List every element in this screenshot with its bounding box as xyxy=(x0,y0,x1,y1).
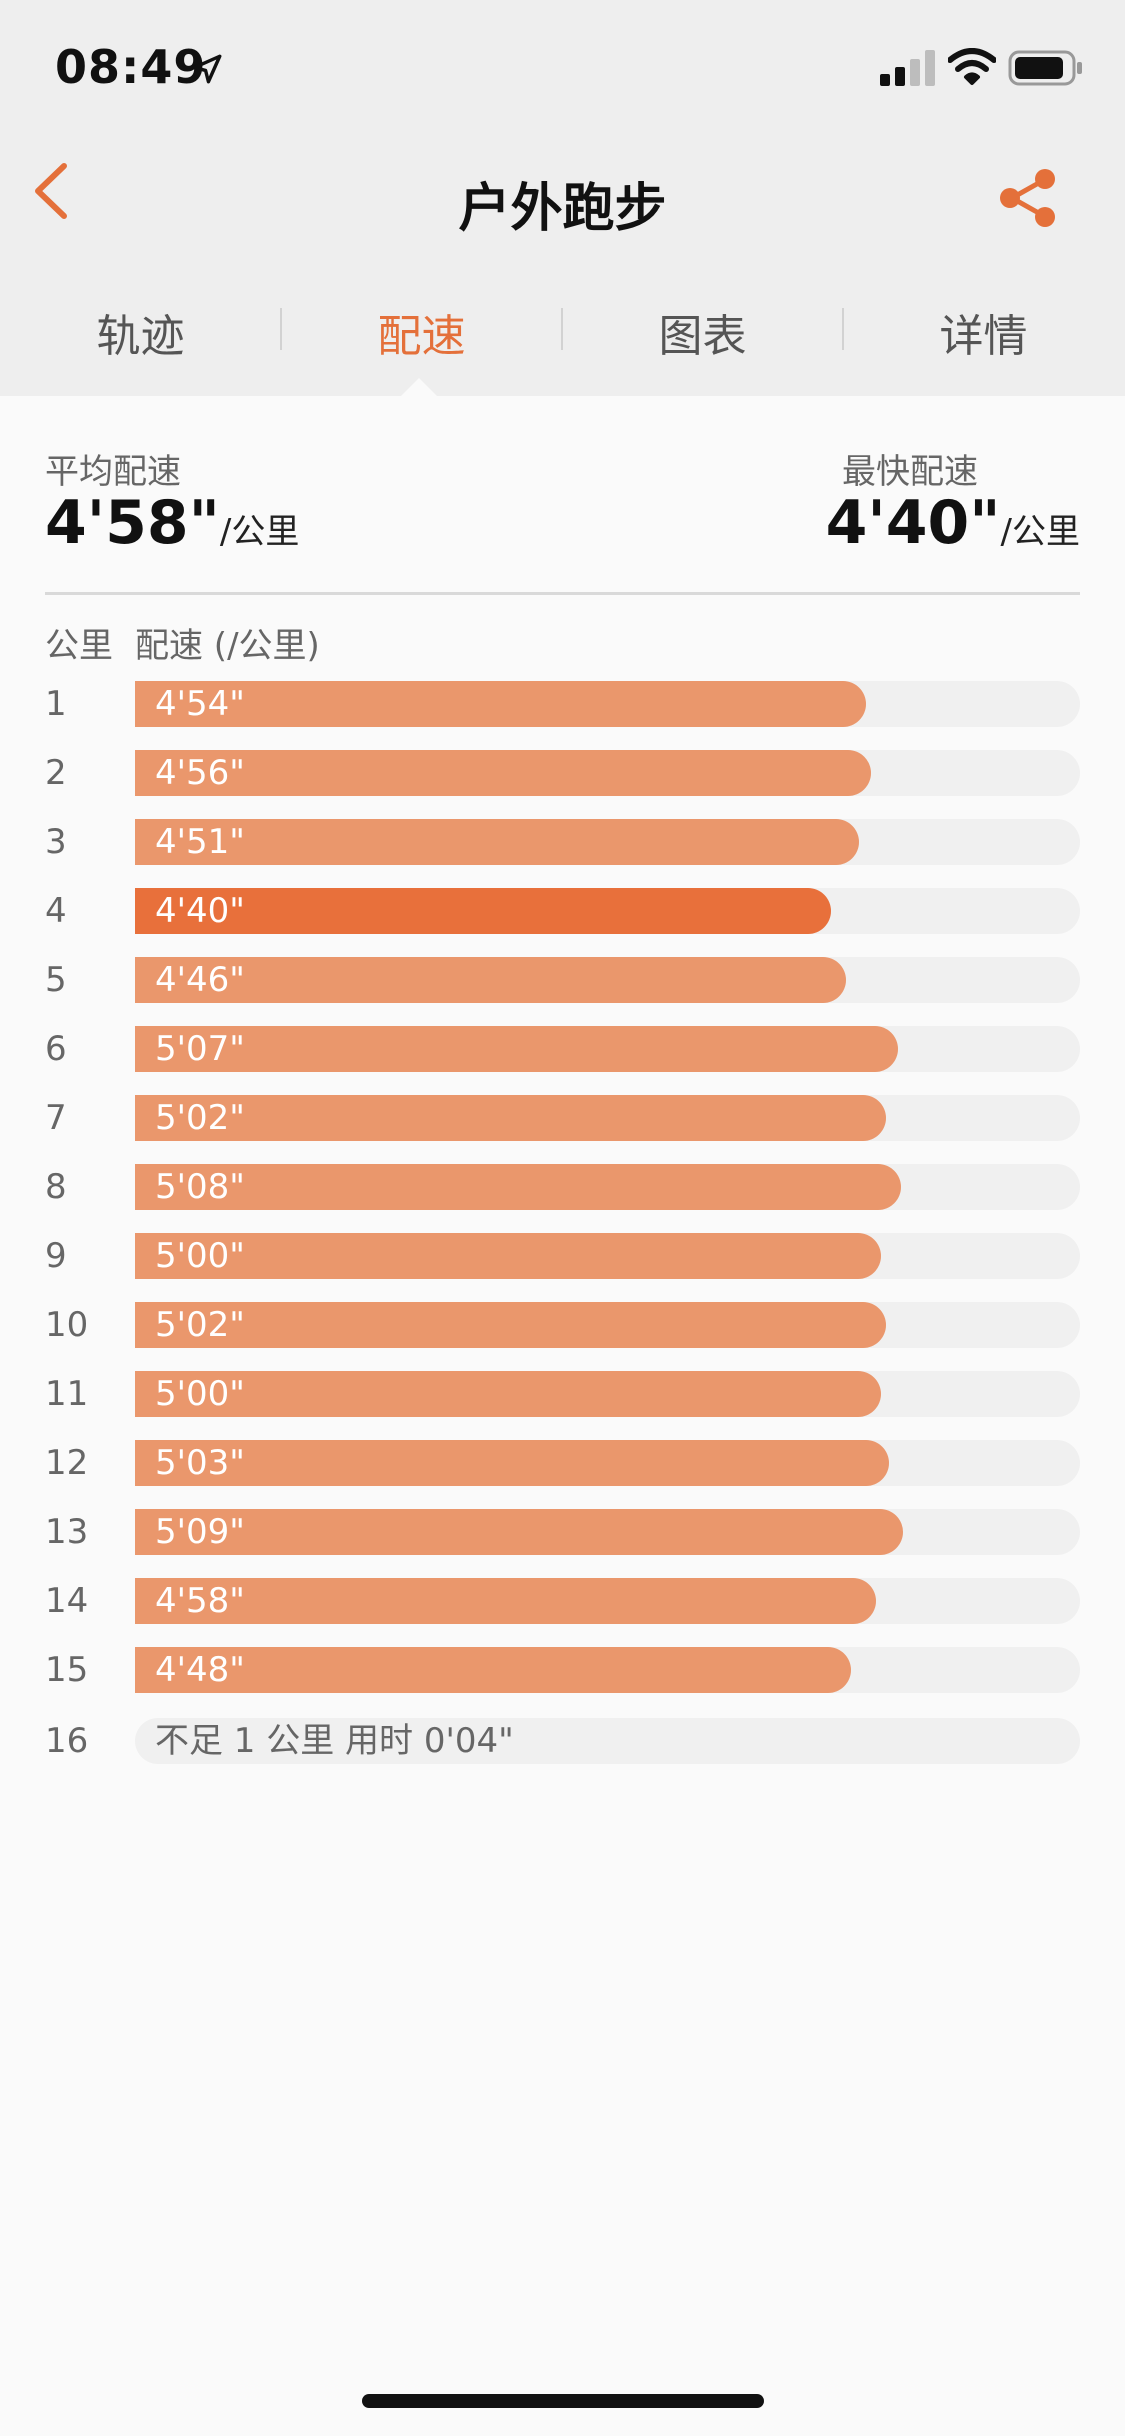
split-km: 15 xyxy=(45,1650,89,1690)
split-bar xyxy=(135,681,866,727)
split-pace: 5'03" xyxy=(155,1443,245,1483)
split-km: 1 xyxy=(45,684,67,724)
split-bar xyxy=(135,1164,901,1210)
page-title: 户外跑步 xyxy=(458,179,667,239)
split-pace: 4'56" xyxy=(155,753,245,793)
split-pace: 5'09" xyxy=(155,1512,245,1552)
split-row: 14 4'58" xyxy=(0,1578,1125,1624)
avg-pace-value: 4'58"/公里 xyxy=(45,488,299,558)
tab-chart[interactable]: 图表 xyxy=(658,311,747,362)
tab-pace[interactable]: 配速 xyxy=(377,311,466,362)
status-time: 08:49 xyxy=(55,40,207,94)
split-bar xyxy=(135,1440,889,1486)
wifi-icon xyxy=(948,48,996,85)
fastest-pace-label: 最快配速 xyxy=(842,452,978,492)
split-row: 13 5'09" xyxy=(0,1509,1125,1555)
split-pace: 5'08" xyxy=(155,1167,245,1207)
avg-pace-unit: /公里 xyxy=(219,512,300,552)
split-km: 10 xyxy=(45,1305,89,1345)
split-row: 2 4'56" xyxy=(0,750,1125,796)
battery-icon xyxy=(1008,50,1082,86)
split-km: 3 xyxy=(45,822,67,862)
cellular-signal-icon xyxy=(880,50,935,86)
split-pace: 5'07" xyxy=(155,1029,245,1069)
fastest-pace-unit: /公里 xyxy=(1000,512,1080,552)
share-icon[interactable] xyxy=(998,168,1058,228)
split-row: 11 5'00" xyxy=(0,1371,1125,1417)
avg-pace-number: 4'58" xyxy=(45,488,220,558)
column-header-pace: 配速 (/公里) xyxy=(135,626,320,666)
split-km: 6 xyxy=(45,1029,67,1069)
home-indicator xyxy=(362,2394,764,2408)
split-row: 5 4'46" xyxy=(0,957,1125,1003)
column-header-km: 公里 xyxy=(45,626,113,666)
split-pace: 4'46" xyxy=(155,960,245,1000)
split-row: 12 5'03" xyxy=(0,1440,1125,1486)
split-row: 6 5'07" xyxy=(0,1026,1125,1072)
split-pace: 4'40" xyxy=(155,891,245,931)
split-row: 8 5'08" xyxy=(0,1164,1125,1210)
split-row: 4 4'40" xyxy=(0,888,1125,934)
tab-track[interactable]: 轨迹 xyxy=(96,311,185,362)
split-bar xyxy=(135,1509,903,1555)
split-pace: 5'00" xyxy=(155,1374,245,1414)
fastest-pace-number: 4'40" xyxy=(825,488,1001,558)
split-km: 11 xyxy=(45,1374,89,1414)
split-track xyxy=(135,1718,1080,1764)
active-tab-indicator xyxy=(401,378,437,396)
split-km: 7 xyxy=(45,1098,67,1138)
tab-separator xyxy=(561,308,563,350)
partial-split-note: 不足 1 公里 用时 0'04" xyxy=(155,1721,514,1761)
split-km: 2 xyxy=(45,753,67,793)
fastest-pace-value: 4'40"/公里 xyxy=(826,488,1080,558)
split-row: 3 4'51" xyxy=(0,819,1125,865)
split-row: 9 5'00" xyxy=(0,1233,1125,1279)
split-bar xyxy=(135,1647,851,1693)
split-pace: 4'51" xyxy=(155,822,245,862)
split-bar xyxy=(135,1233,881,1279)
tab-details[interactable]: 详情 xyxy=(939,311,1028,362)
split-pace: 4'54" xyxy=(155,684,245,724)
location-arrow-icon xyxy=(192,54,222,84)
split-pace: 5'00" xyxy=(155,1236,245,1276)
split-row: 1 4'54" xyxy=(0,681,1125,727)
split-pace: 5'02" xyxy=(155,1305,245,1345)
split-km: 5 xyxy=(45,960,67,1000)
split-pace: 4'58" xyxy=(155,1581,245,1621)
chevron-left-icon[interactable] xyxy=(30,162,70,220)
split-bar xyxy=(135,1095,886,1141)
split-km: 14 xyxy=(45,1581,89,1621)
split-bar xyxy=(135,1371,881,1417)
split-bar xyxy=(135,1302,886,1348)
split-bar xyxy=(135,1026,898,1072)
tab-separator xyxy=(842,308,844,350)
split-bar xyxy=(135,957,846,1003)
summary-divider xyxy=(45,592,1080,595)
split-row: 10 5'02" xyxy=(0,1302,1125,1348)
split-km: 4 xyxy=(45,891,67,931)
split-km: 13 xyxy=(45,1512,89,1552)
split-pace: 5'02" xyxy=(155,1098,245,1138)
split-bar-fastest xyxy=(135,888,831,934)
split-km: 9 xyxy=(45,1236,67,1276)
split-bar xyxy=(135,1578,876,1624)
split-km: 16 xyxy=(45,1721,89,1761)
tab-separator xyxy=(280,308,282,350)
split-km: 8 xyxy=(45,1167,67,1207)
split-row: 15 4'48" xyxy=(0,1647,1125,1693)
split-km: 12 xyxy=(45,1443,89,1483)
avg-pace-label: 平均配速 xyxy=(45,452,181,492)
split-pace: 4'48" xyxy=(155,1650,245,1690)
split-bar xyxy=(135,819,859,865)
partial-split-row: 16 不足 1 公里 用时 0'04" xyxy=(0,1718,1125,1764)
split-bar xyxy=(135,750,871,796)
split-row: 7 5'02" xyxy=(0,1095,1125,1141)
